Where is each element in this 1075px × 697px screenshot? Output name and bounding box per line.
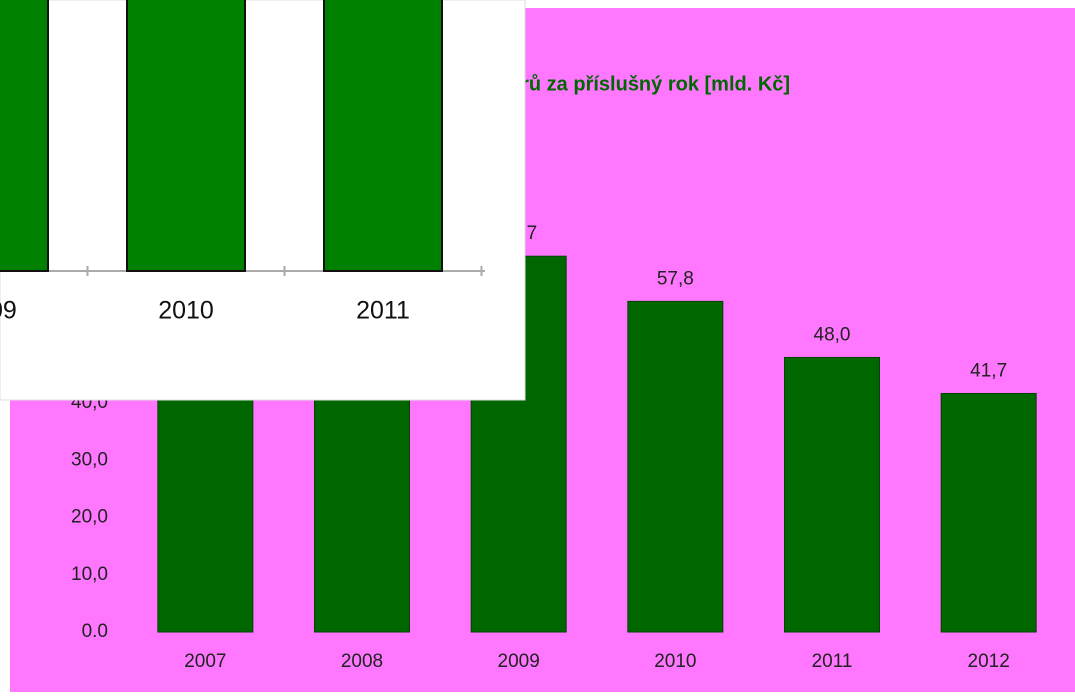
x-tick-label: 2011	[812, 651, 853, 672]
x-tick-label: 2009	[0, 297, 17, 325]
value-label: 41,7	[970, 360, 1007, 381]
y-tick-label: 10,0	[71, 564, 108, 585]
y-tick-label: 20,0	[71, 507, 108, 528]
x-tick-label: 2010	[158, 297, 214, 325]
bar	[940, 392, 1037, 633]
chart-area	[0, 0, 526, 401]
value-label: 57,8	[657, 268, 694, 289]
bar	[627, 300, 724, 633]
bar-cropped	[126, 0, 246, 272]
x-tick-label: 2010	[654, 651, 696, 672]
front-chart: 2009 2010 2011	[0, 0, 526, 401]
x-tick-label: 2007	[184, 651, 226, 672]
y-tick-label: 0.0	[82, 621, 108, 642]
x-tick-label: 2011	[356, 297, 410, 325]
chart-title: ěrů za příslušný rok [mld. Kč]	[510, 73, 790, 95]
x-tick-label: 2012	[968, 651, 1010, 672]
y-tick-label: 30,0	[71, 449, 108, 470]
value-label: 48,0	[814, 324, 851, 345]
bar	[784, 356, 880, 633]
bar-cropped	[323, 0, 443, 272]
bar-cropped	[0, 0, 49, 272]
x-tick-label: 2008	[341, 651, 383, 672]
x-tick-label: 2009	[498, 651, 540, 672]
